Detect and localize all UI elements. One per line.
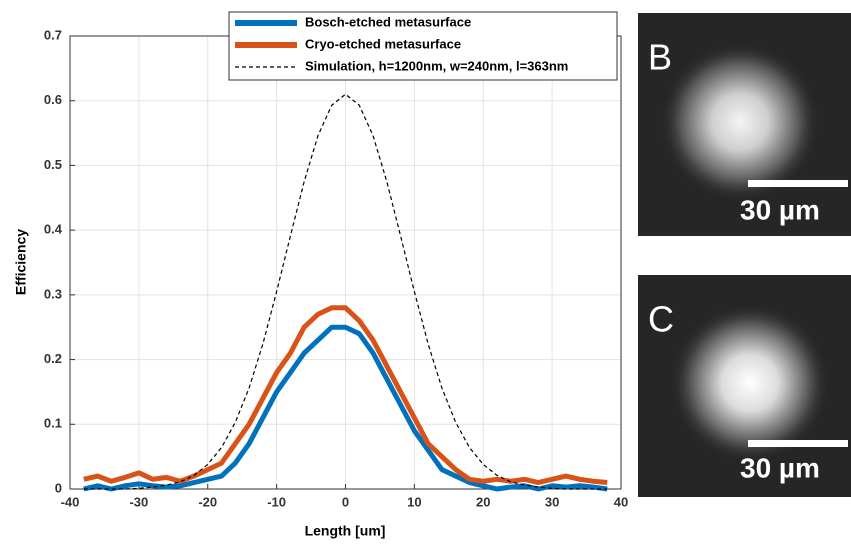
series-line [83,305,608,486]
x-tick-label: -20 [198,494,217,509]
y-tick-label: 0 [55,480,62,495]
x-tick-label: -10 [267,494,286,509]
series-line [83,93,608,490]
scale-text: 30 µm [740,194,820,225]
y-tick-label: 0.7 [44,27,62,42]
x-tick-label: -40 [61,494,80,509]
legend-label: Bosch-etched metasurface [305,14,471,29]
y-tick-label: 0.3 [44,286,62,301]
spot [660,42,820,202]
x-axis-label: Length [um] [305,523,386,539]
y-tick-label: 0.6 [44,92,62,107]
y-axis-label: Efficiency [13,229,29,295]
x-tick-label: -30 [129,494,148,509]
x-tick-label: 20 [476,494,490,509]
x-tick-label: 30 [545,494,559,509]
scale-text: 30 µm [740,452,820,483]
legend-label: Simulation, h=1200nm, w=240nm, l=363nm [305,58,568,73]
panel-label: C [648,299,674,340]
legend-label: Cryo-etched metasurface [305,36,461,51]
scale-bar [748,440,848,447]
y-tick-label: 0.4 [44,222,63,237]
spot [670,303,830,463]
x-tick-label: 0 [342,494,349,509]
y-tick-label: 0.2 [44,351,62,366]
x-tick-label: 10 [407,494,421,509]
y-tick-label: 0.5 [44,157,62,172]
x-tick-label: 40 [614,494,628,509]
scale-bar [748,180,848,187]
y-tick-label: 0.1 [44,416,62,431]
series-line [83,324,608,492]
panel-label: B [648,37,672,78]
